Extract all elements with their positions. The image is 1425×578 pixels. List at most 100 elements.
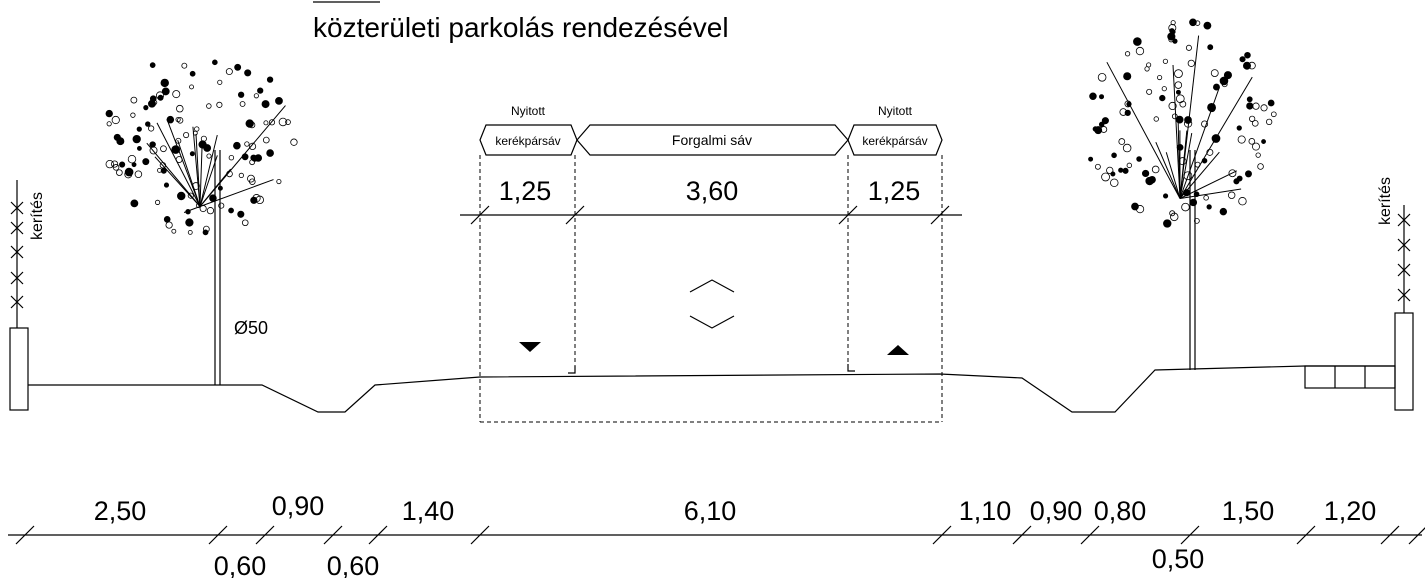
leaf (212, 59, 218, 66)
leaf (1184, 116, 1192, 124)
leaf (136, 126, 142, 132)
leaf (124, 170, 133, 179)
leaf (1094, 126, 1103, 135)
dimension-tick (838, 205, 858, 225)
dimension-label: 3,60 (686, 176, 739, 206)
leaf (1089, 92, 1097, 100)
leaf (187, 192, 194, 199)
leaf (1148, 175, 1156, 184)
leaf (1170, 20, 1176, 26)
leaf (1178, 157, 1187, 166)
leaf (1252, 102, 1260, 110)
leaf (1252, 142, 1260, 151)
dimension-label: 0,80 (1094, 496, 1147, 526)
leaf (228, 155, 235, 161)
leaf (250, 196, 258, 204)
leaf (285, 119, 291, 125)
leaf (1097, 72, 1107, 82)
leaf (1261, 139, 1266, 144)
branch (1106, 61, 1181, 199)
lane-name: Forgalmi sáv (672, 132, 752, 148)
leaf (1221, 81, 1228, 88)
leaf (142, 158, 150, 166)
leaf (234, 63, 242, 71)
dimension-tick (932, 525, 952, 545)
leaf (160, 167, 167, 174)
leaf (1207, 103, 1216, 112)
leaf (250, 154, 257, 161)
dimension-label: 1,40 (402, 496, 455, 526)
leaf (1207, 44, 1214, 51)
fence-label: kerítés (29, 192, 46, 240)
leaf (149, 95, 157, 102)
tree (105, 59, 298, 385)
leaf (187, 229, 193, 235)
branch (1165, 152, 1181, 199)
leaf (171, 145, 181, 154)
dimension-tick (208, 525, 228, 545)
leaf (172, 90, 181, 99)
curb-blocks (1304, 365, 1396, 389)
leaf (238, 172, 244, 178)
leaf (1124, 109, 1131, 116)
title: közterületi parkolás rendezésével (313, 12, 729, 43)
leaf (1213, 83, 1220, 91)
leaf (1136, 156, 1142, 162)
leaf (1088, 156, 1094, 162)
leaf (1236, 125, 1242, 131)
lane-name: kerékpársáv (862, 134, 927, 148)
dimension-label: 6,10 (684, 496, 737, 526)
leaf (276, 178, 282, 185)
direction-arrows (519, 279, 909, 355)
leaf (1194, 161, 1201, 168)
leaf (1126, 162, 1133, 169)
dimension-label: 0,60 (327, 551, 380, 578)
branch (166, 119, 201, 207)
leaf (192, 182, 200, 190)
branch (1177, 118, 1181, 199)
leaf (177, 191, 186, 201)
leaf (1183, 171, 1193, 181)
leaf (241, 219, 249, 227)
leaf (1246, 96, 1253, 103)
leaf (217, 185, 223, 191)
leaf (1170, 212, 1179, 222)
tree (1088, 18, 1277, 370)
fence-base (1394, 312, 1414, 411)
dimension-tick (1380, 525, 1400, 545)
leaf (1110, 171, 1116, 177)
leaf (1181, 202, 1190, 212)
leaf (1179, 100, 1187, 108)
branch (1172, 64, 1181, 199)
leaf (136, 146, 142, 151)
leaf (266, 76, 274, 83)
leaf (1124, 100, 1132, 108)
leaf (1163, 193, 1169, 199)
dimension-tick (15, 525, 35, 545)
dimension-tick (323, 525, 343, 545)
leaf (1236, 175, 1243, 182)
fence-label: kerítés (1377, 177, 1394, 225)
dimension-tick (470, 525, 490, 545)
leaf (171, 228, 177, 234)
leaf (1174, 81, 1183, 89)
leaf (1101, 172, 1110, 182)
leaf (217, 79, 223, 85)
leaf (1122, 143, 1132, 153)
leaf (1101, 117, 1109, 125)
leaf (1206, 204, 1212, 210)
leaf (1110, 178, 1119, 188)
leaf (1201, 120, 1209, 128)
leaf (1239, 56, 1246, 63)
leaf (203, 144, 212, 152)
leaf (1245, 170, 1252, 178)
lane-note: Nyitott (511, 104, 546, 118)
leaf (206, 207, 215, 215)
ground-profile (28, 365, 1395, 413)
lane-note: Nyitott (878, 104, 913, 118)
leaf (194, 126, 200, 132)
dimension-label: 0,50 (1152, 544, 1205, 574)
leaf (245, 119, 254, 128)
leaf (1203, 21, 1212, 30)
leaf (1159, 94, 1166, 102)
